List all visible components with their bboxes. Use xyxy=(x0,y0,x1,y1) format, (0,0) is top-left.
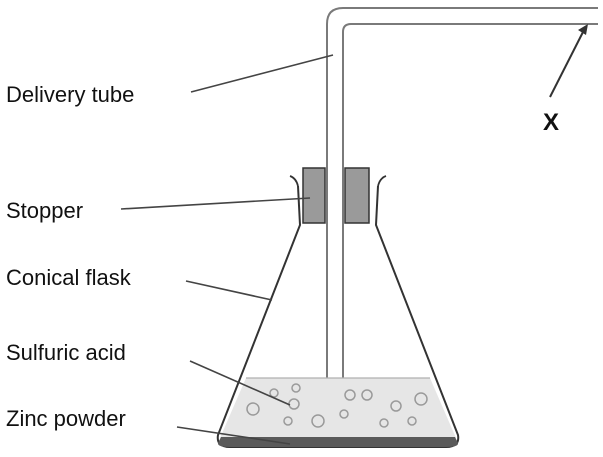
label-conical-flask: Conical flask xyxy=(6,265,132,290)
bubble xyxy=(339,409,349,419)
bubble xyxy=(361,389,373,401)
stopper xyxy=(302,167,370,224)
bubble xyxy=(246,402,260,416)
bubble xyxy=(414,392,428,406)
bubble xyxy=(407,416,417,426)
bubble xyxy=(269,388,279,398)
leader-delivery-tube xyxy=(190,54,334,93)
label-sulfuric-acid: Sulfuric acid xyxy=(6,340,126,365)
label-stopper: Stopper xyxy=(6,198,83,223)
bubble xyxy=(344,389,356,401)
delivery-tube xyxy=(326,7,598,395)
leader-conical-flask xyxy=(185,280,273,301)
label-x: X xyxy=(543,109,559,136)
label-zinc-powder: Zinc powder xyxy=(6,406,126,431)
leader-zinc-powder xyxy=(176,426,291,445)
x-arrow xyxy=(549,24,588,98)
bubble xyxy=(379,418,389,428)
bubble xyxy=(390,400,402,412)
zinc-powder-layer xyxy=(217,437,459,447)
sulfuric-acid-liquid xyxy=(220,377,456,438)
bubble xyxy=(291,383,301,393)
bubble xyxy=(283,416,293,426)
leader-stopper xyxy=(120,197,311,210)
bubble xyxy=(311,414,325,428)
leader-sulfuric-acid xyxy=(189,360,291,406)
label-delivery-tube: Delivery tube xyxy=(6,82,134,107)
